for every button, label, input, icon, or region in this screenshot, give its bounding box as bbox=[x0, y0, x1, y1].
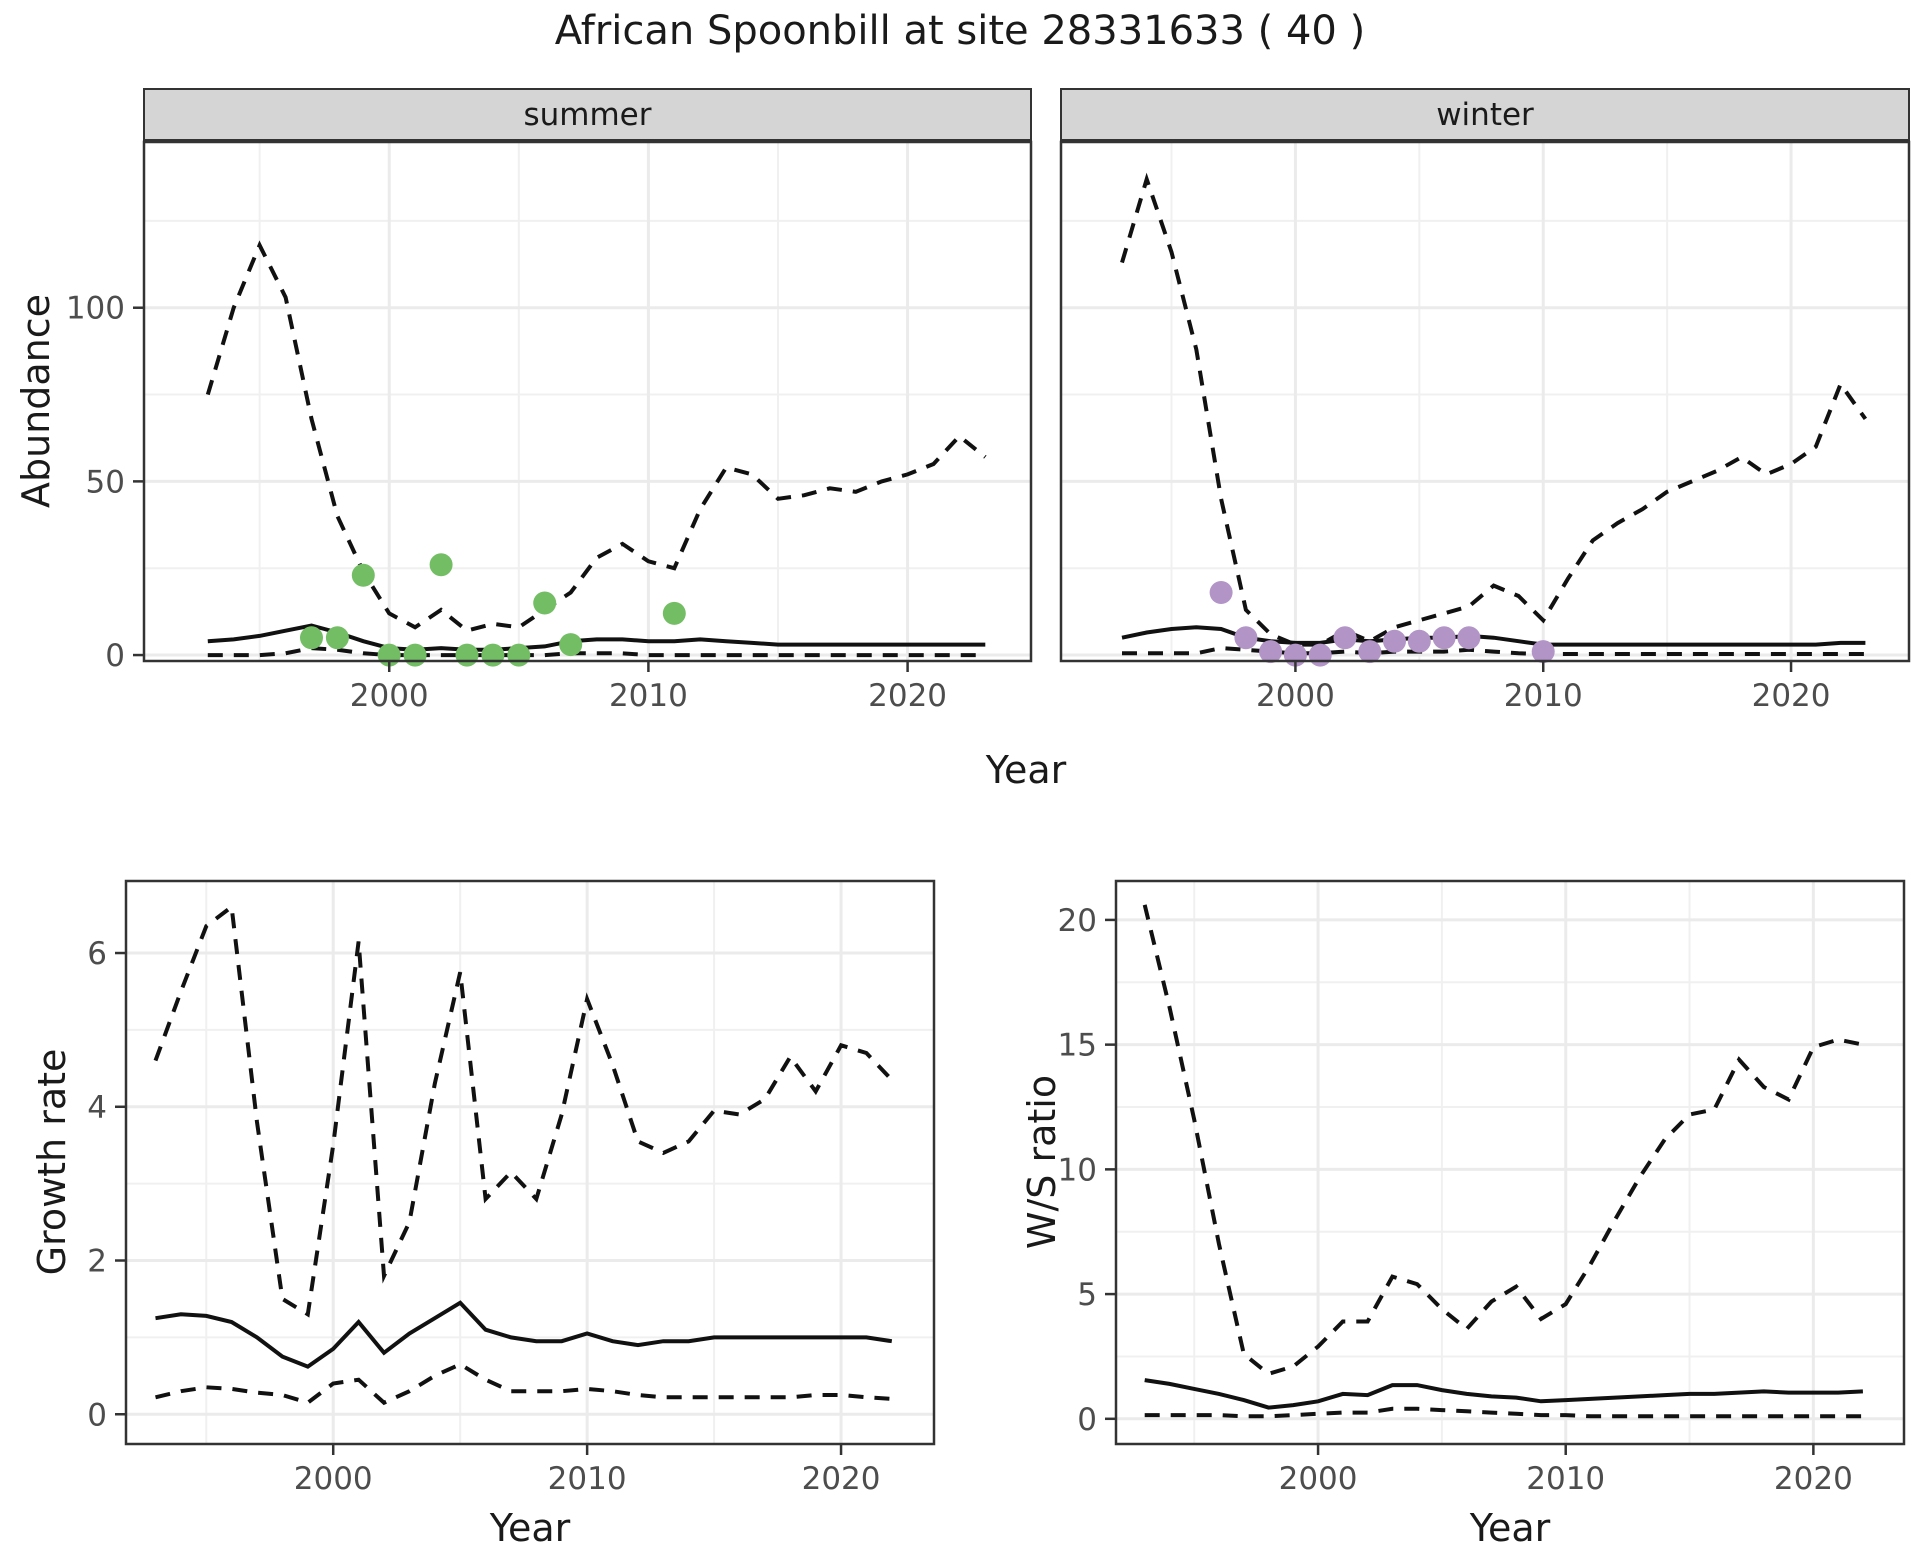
data-point bbox=[325, 626, 349, 650]
y-tick-label: 5 bbox=[1077, 1277, 1097, 1313]
data-point bbox=[1531, 640, 1555, 664]
axis-ticks: 2000 2010 2020 0 2 4 6 bbox=[87, 936, 880, 1497]
winter-abundance-chart: 2000 2010 2020 bbox=[1059, 140, 1911, 714]
series-upper_ci bbox=[1120, 172, 1868, 647]
data-point bbox=[533, 591, 557, 615]
y-tick-label: 4 bbox=[87, 1090, 107, 1126]
data-point bbox=[1308, 643, 1332, 667]
y-tick-label: 2 bbox=[87, 1244, 107, 1280]
panel-border bbox=[124, 879, 936, 1446]
y-tick-label: 0 bbox=[87, 1397, 107, 1433]
top-year-axis-title: Year bbox=[985, 748, 1067, 792]
series-lower_ci bbox=[1122, 646, 1866, 656]
observed-points bbox=[1209, 581, 1555, 667]
growth-rate-chart: 2000 2010 2020 0 2 4 6 bbox=[87, 879, 936, 1497]
gridlines-minor bbox=[1060, 141, 1910, 662]
facet-strip-winter: winter bbox=[1060, 88, 1910, 143]
axis-ticks: 2000 2010 2020 bbox=[1256, 662, 1831, 714]
facet-strip-summer: summer bbox=[143, 88, 1032, 143]
panel-border bbox=[1059, 140, 1911, 663]
y-tick-label: 0 bbox=[1077, 1402, 1097, 1438]
series-upper_ci bbox=[205, 240, 987, 633]
series-upper_ci bbox=[1142, 904, 1864, 1377]
axis-ticks: 2000 2010 2020 0 5 10 15 20 bbox=[1058, 903, 1853, 1497]
data-point bbox=[481, 643, 505, 667]
x-tick-label: 2020 bbox=[1774, 1461, 1853, 1497]
data-point bbox=[429, 553, 453, 577]
series-lower_ci bbox=[207, 646, 986, 658]
facet-strip-winter-label: winter bbox=[1436, 96, 1534, 133]
ws-ratio-chart: 2000 2010 2020 0 5 10 15 20 bbox=[1058, 879, 1906, 1497]
panel-border bbox=[142, 140, 1033, 663]
x-tick-label: 2020 bbox=[1752, 678, 1831, 714]
x-tick-label: 2010 bbox=[609, 678, 688, 714]
x-tick-label: 2020 bbox=[868, 678, 947, 714]
x-tick-label: 2020 bbox=[802, 1461, 881, 1497]
series-upper_ci bbox=[153, 903, 894, 1318]
series-mean bbox=[155, 1300, 893, 1369]
data-point bbox=[403, 643, 427, 667]
data-point bbox=[455, 643, 479, 667]
data-point bbox=[1407, 629, 1431, 653]
y-tick-label: 10 bbox=[1058, 1152, 1097, 1188]
data-point bbox=[1333, 626, 1357, 650]
x-tick-label: 2010 bbox=[1526, 1461, 1605, 1497]
data-point bbox=[1432, 626, 1456, 650]
summer-abundance-chart: 2000 2010 2020 0 50 100 bbox=[66, 140, 1033, 714]
series-lower_ci bbox=[155, 1362, 892, 1406]
abundance-axis-title: Abundance bbox=[14, 293, 58, 509]
data-point bbox=[1358, 640, 1382, 664]
data-point bbox=[1234, 626, 1258, 650]
x-tick-label: 2000 bbox=[1256, 678, 1335, 714]
gridlines-major bbox=[1115, 880, 1905, 1445]
y-tick-label: 50 bbox=[86, 464, 125, 500]
data-point bbox=[662, 601, 686, 625]
series-lower_ci bbox=[1144, 1406, 1863, 1419]
data-point bbox=[1259, 640, 1283, 664]
data-point bbox=[507, 643, 531, 667]
y-tick-label: 0 bbox=[105, 638, 125, 674]
x-tick-label: 2010 bbox=[1504, 678, 1583, 714]
y-tick-label: 6 bbox=[87, 936, 107, 972]
figure-title: African Spoonbill at site 28331633 ( 40 … bbox=[554, 8, 1366, 54]
series-lines bbox=[153, 903, 894, 1406]
facet-strip-summer-label: summer bbox=[523, 96, 652, 133]
gridlines-minor bbox=[1115, 880, 1905, 1445]
gridlines-major bbox=[1060, 141, 1910, 662]
growth-rate-axis-title: Growth rate bbox=[30, 1048, 74, 1276]
data-point bbox=[351, 563, 375, 587]
growth-year-axis-title: Year bbox=[489, 1506, 571, 1550]
x-tick-label: 2000 bbox=[294, 1461, 373, 1497]
data-point bbox=[1383, 629, 1406, 653]
gridlines-minor bbox=[143, 141, 1032, 662]
series-lines bbox=[1142, 904, 1864, 1419]
y-tick-label: 15 bbox=[1058, 1028, 1097, 1064]
series-mean bbox=[1144, 1378, 1863, 1410]
y-tick-label: 100 bbox=[66, 291, 125, 327]
y-tick-label: 20 bbox=[1058, 903, 1097, 939]
axis-ticks: 2000 2010 2020 0 50 100 bbox=[66, 291, 947, 714]
data-point bbox=[300, 626, 323, 650]
data-point bbox=[559, 633, 583, 657]
panel-border bbox=[1114, 879, 1906, 1446]
data-point bbox=[1457, 626, 1481, 650]
x-tick-label: 2010 bbox=[548, 1461, 627, 1497]
x-tick-label: 2000 bbox=[350, 678, 429, 714]
ws-year-axis-title: Year bbox=[1469, 1506, 1551, 1550]
data-point bbox=[1209, 581, 1233, 604]
x-tick-label: 2000 bbox=[1279, 1461, 1358, 1497]
